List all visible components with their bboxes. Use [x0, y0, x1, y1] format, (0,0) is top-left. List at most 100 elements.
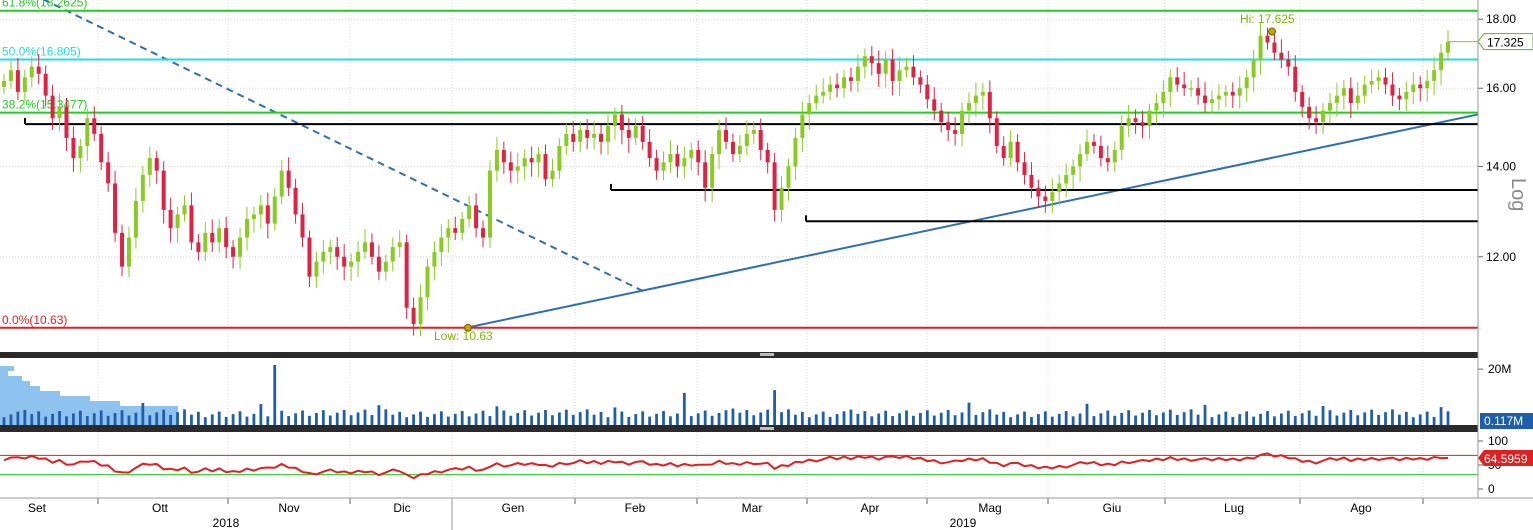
volume-bar: [648, 416, 652, 425]
volume-bar: [564, 409, 568, 425]
candle-body: [64, 106, 69, 138]
panel-resize-handle[interactable]: [760, 353, 774, 356]
volume-bar: [106, 415, 110, 425]
candle-body: [210, 232, 215, 243]
candle-body: [911, 66, 916, 78]
candle-body: [71, 137, 76, 159]
candle-body: [1237, 88, 1242, 96]
volume-bar: [905, 410, 908, 425]
volume-bar: [1356, 415, 1360, 425]
volume-bar: [474, 413, 478, 425]
volume-bar: [1161, 412, 1165, 425]
candle-body: [1369, 80, 1374, 85]
panel-divider-volume-rsi[interactable]: [0, 425, 1478, 432]
volume-bar: [1398, 414, 1401, 425]
candle-body: [356, 251, 361, 262]
volume-bar: [509, 415, 513, 425]
candle-body: [1341, 88, 1346, 96]
rsi-tick-label: 0: [1488, 482, 1495, 496]
candle-body: [1057, 183, 1062, 193]
candle-body: [953, 129, 958, 134]
volume-bar: [676, 413, 679, 425]
volume-bar: [1425, 411, 1429, 425]
volume-bar: [426, 416, 429, 425]
volume-bar: [259, 404, 263, 425]
candle-body: [404, 242, 409, 308]
volume-bar: [1411, 417, 1415, 425]
month-label: Gen: [502, 501, 525, 515]
candle-body: [411, 307, 416, 324]
candle-body: [286, 170, 291, 188]
volume-bar: [58, 411, 61, 425]
volume-bar: [273, 364, 277, 425]
candle-body: [876, 63, 881, 74]
candle-body: [376, 256, 381, 272]
volume-bar: [315, 412, 318, 425]
volume-bar: [870, 416, 874, 425]
candle-body: [425, 266, 430, 298]
candle-body: [800, 114, 805, 138]
volume-bar: [1259, 413, 1262, 425]
candle-body: [543, 154, 548, 180]
candle-body: [1161, 91, 1166, 104]
candle-body: [133, 200, 138, 238]
candle-body: [758, 129, 763, 150]
volume-bar: [9, 414, 13, 425]
volume-bar: [1314, 415, 1318, 425]
candle-body: [904, 66, 909, 71]
volume-bar: [252, 413, 256, 425]
price-gridlines: [0, 18, 1478, 258]
candle-body: [515, 166, 520, 171]
candle-body: [1091, 141, 1096, 146]
rsi-line: [3, 452, 1449, 480]
volume-bar: [1210, 417, 1214, 425]
candle-body: [1425, 80, 1430, 89]
month-label: Mar: [742, 501, 763, 515]
volume-bar: [592, 414, 596, 425]
candle-body: [1293, 66, 1298, 92]
panel-resize-handle[interactable]: [760, 427, 774, 430]
volume-bar: [1168, 409, 1172, 425]
volume-bar: [23, 409, 27, 425]
candle-body: [821, 91, 826, 96]
candle-body: [1272, 42, 1277, 53]
candle-body: [1216, 95, 1221, 100]
volume-bar: [30, 414, 34, 425]
volume-bar: [467, 416, 471, 425]
candle-body: [1050, 192, 1055, 201]
candle-body: [1085, 141, 1089, 155]
volume-bar: [877, 413, 881, 425]
volume-bar: [1439, 407, 1443, 425]
panel-divider-price-volume[interactable]: [0, 352, 1478, 358]
candle-body: [897, 70, 902, 81]
volume-bar: [377, 405, 381, 425]
volume-bar: [1106, 410, 1110, 425]
volume-bar: [988, 409, 992, 425]
volume-bar: [1141, 412, 1144, 425]
candle-body: [751, 129, 756, 134]
candle-body: [654, 158, 659, 171]
candle-body: [1334, 95, 1339, 104]
rsi-tick-label: 100: [1488, 434, 1508, 448]
candle-body: [487, 170, 492, 238]
volume-bar: [370, 414, 374, 425]
price-axis: 18.00 16.00 14.00 12.00 Log: [1478, 12, 1529, 264]
candlestick-series: [2, 22, 1478, 337]
candle-body: [1230, 91, 1235, 96]
volume-bar: [724, 410, 728, 425]
candle-body: [36, 66, 41, 74]
volume-bar: [1342, 412, 1346, 425]
month-label: Apr: [861, 501, 880, 515]
volume-bar: [641, 411, 645, 425]
volume-bar: [1148, 409, 1151, 425]
volume-bar: [51, 413, 54, 425]
volume-bar: [1030, 416, 1033, 425]
candle-body: [932, 99, 937, 111]
volume-bar: [523, 410, 527, 425]
candle-body: [1098, 145, 1103, 159]
volume-bar: [1085, 403, 1089, 425]
candle-body: [175, 214, 180, 229]
candle-body: [168, 209, 173, 229]
